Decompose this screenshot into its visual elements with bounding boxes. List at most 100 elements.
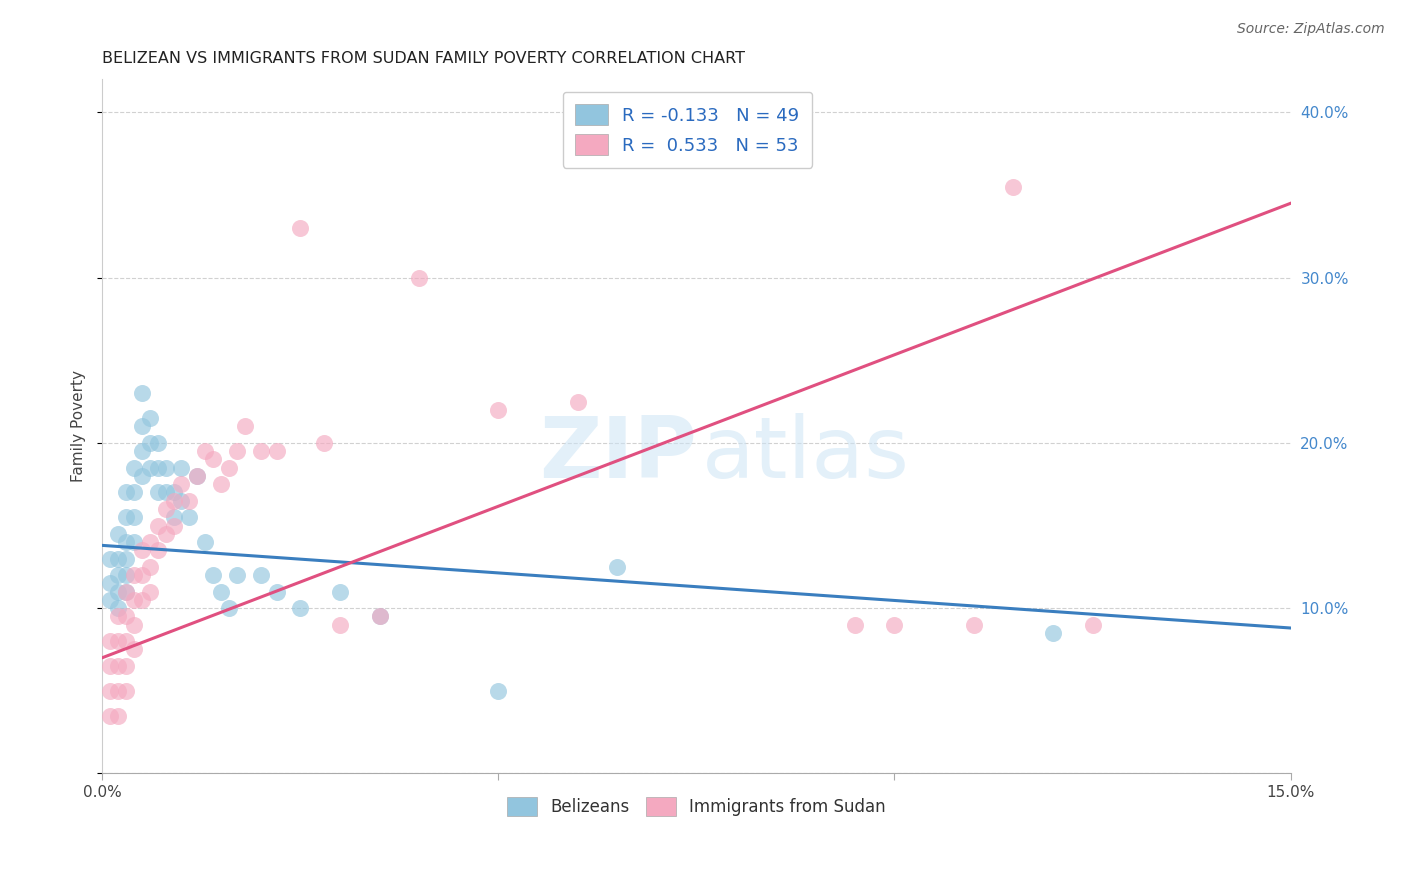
Point	[170, 477, 193, 491]
Point	[139, 559, 162, 574]
Point	[844, 617, 866, 632]
Point	[122, 617, 145, 632]
Point	[266, 444, 288, 458]
Y-axis label: Family Poverty: Family Poverty	[72, 370, 86, 483]
Point	[107, 683, 129, 698]
Point	[186, 469, 208, 483]
Point	[115, 535, 138, 549]
Point	[107, 584, 129, 599]
Point	[486, 683, 509, 698]
Point	[115, 659, 138, 673]
Point	[122, 485, 145, 500]
Point	[115, 568, 138, 582]
Point	[162, 518, 184, 533]
Point	[146, 485, 169, 500]
Point	[98, 551, 121, 566]
Point	[131, 543, 153, 558]
Point	[194, 444, 217, 458]
Point	[290, 601, 312, 615]
Point	[218, 460, 240, 475]
Point	[107, 659, 129, 673]
Point	[107, 526, 129, 541]
Point	[131, 568, 153, 582]
Point	[107, 601, 129, 615]
Text: ZIP: ZIP	[538, 413, 696, 496]
Point	[122, 510, 145, 524]
Point	[162, 510, 184, 524]
Point	[170, 460, 193, 475]
Point	[218, 601, 240, 615]
Point	[107, 568, 129, 582]
Point	[225, 568, 247, 582]
Point	[107, 551, 129, 566]
Text: atlas: atlas	[703, 413, 910, 496]
Point	[139, 436, 162, 450]
Point	[98, 634, 121, 648]
Point	[115, 609, 138, 624]
Point	[146, 436, 169, 450]
Point	[122, 460, 145, 475]
Point	[249, 568, 271, 582]
Point	[98, 576, 121, 591]
Point	[115, 584, 138, 599]
Legend: Belizeans, Immigrants from Sudan: Belizeans, Immigrants from Sudan	[499, 789, 894, 824]
Point	[115, 634, 138, 648]
Point	[115, 510, 138, 524]
Point	[146, 543, 169, 558]
Point	[131, 593, 153, 607]
Point	[122, 642, 145, 657]
Point	[225, 444, 247, 458]
Point	[194, 535, 217, 549]
Point	[131, 444, 153, 458]
Point	[107, 708, 129, 723]
Point	[131, 386, 153, 401]
Point	[179, 510, 201, 524]
Point	[146, 460, 169, 475]
Point	[107, 634, 129, 648]
Point	[233, 419, 256, 434]
Point	[98, 593, 121, 607]
Point	[408, 270, 430, 285]
Point	[368, 609, 391, 624]
Point	[368, 609, 391, 624]
Point	[139, 411, 162, 425]
Point	[1081, 617, 1104, 632]
Point	[209, 477, 232, 491]
Point	[329, 584, 352, 599]
Text: Source: ZipAtlas.com: Source: ZipAtlas.com	[1237, 22, 1385, 37]
Point	[202, 568, 225, 582]
Point	[162, 485, 184, 500]
Point	[567, 394, 589, 409]
Point	[115, 683, 138, 698]
Point	[131, 469, 153, 483]
Point	[98, 659, 121, 673]
Point	[179, 493, 201, 508]
Point	[312, 436, 335, 450]
Point	[290, 221, 312, 235]
Point	[186, 469, 208, 483]
Point	[98, 708, 121, 723]
Point	[266, 584, 288, 599]
Point	[146, 518, 169, 533]
Point	[107, 609, 129, 624]
Point	[209, 584, 232, 599]
Point	[115, 584, 138, 599]
Point	[486, 402, 509, 417]
Text: BELIZEAN VS IMMIGRANTS FROM SUDAN FAMILY POVERTY CORRELATION CHART: BELIZEAN VS IMMIGRANTS FROM SUDAN FAMILY…	[103, 51, 745, 66]
Point	[115, 551, 138, 566]
Point	[883, 617, 905, 632]
Point	[131, 419, 153, 434]
Point	[202, 452, 225, 467]
Point	[1042, 626, 1064, 640]
Point	[139, 584, 162, 599]
Point	[170, 493, 193, 508]
Point	[162, 493, 184, 508]
Point	[249, 444, 271, 458]
Point	[155, 526, 177, 541]
Point	[122, 593, 145, 607]
Point	[98, 683, 121, 698]
Point	[155, 502, 177, 516]
Point	[606, 559, 628, 574]
Point	[115, 485, 138, 500]
Point	[329, 617, 352, 632]
